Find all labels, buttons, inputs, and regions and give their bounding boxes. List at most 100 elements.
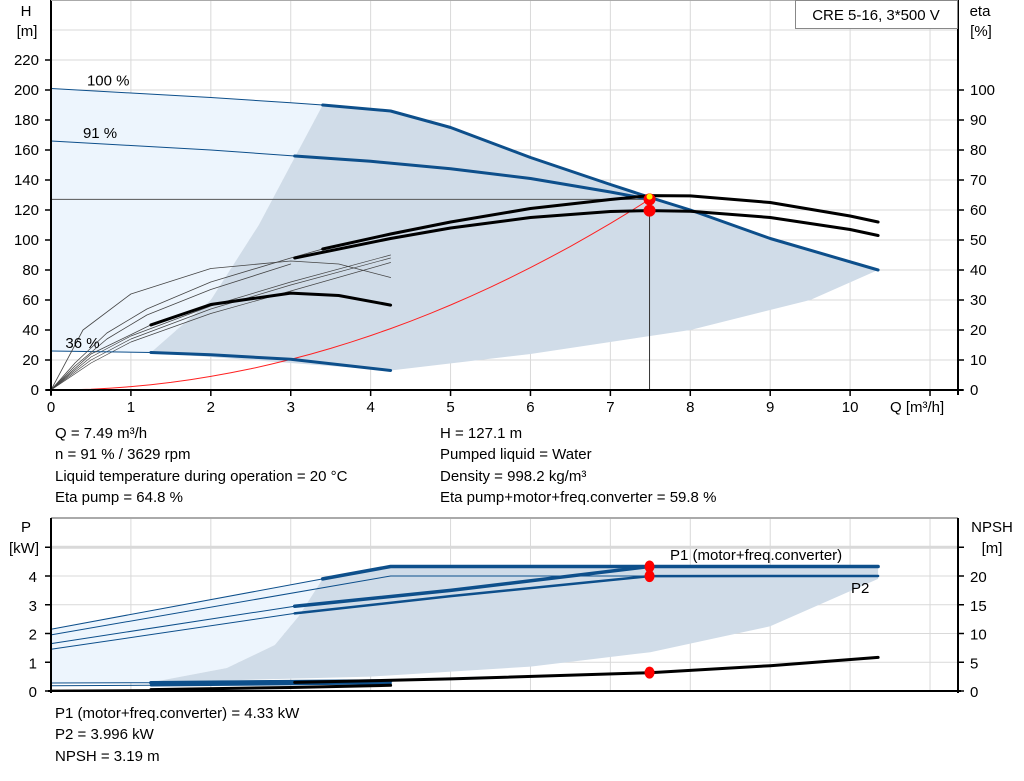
- y-tick-label-left: 4: [29, 569, 37, 586]
- y-tick-label-right: 100: [970, 82, 995, 99]
- h-curve-91: [293, 154, 651, 201]
- eta-curve-thin: [50, 257, 391, 391]
- x-axis-title: Q [m³/h]: [890, 399, 944, 416]
- y-axis-title-right: NPSH: [971, 519, 1013, 536]
- readout-density: Density = 998.2 kg/m³: [440, 467, 587, 485]
- duty-point-p2: [644, 570, 655, 583]
- readout-npsh: NPSH = 3.19 m: [55, 747, 160, 765]
- h-curve-100: [321, 103, 880, 272]
- y-tick-label-right: 15: [970, 598, 987, 615]
- y-tick-label-right: 20: [970, 322, 987, 339]
- readout-top-right: H = 127.1 m Pumped liquid = Water Densit…: [440, 423, 716, 508]
- y-axis-title-left: H: [21, 3, 32, 20]
- readout-liquid: Pumped liquid = Water: [440, 446, 592, 464]
- p2-curve-91-thin: [50, 612, 296, 650]
- readout-head: H = 127.1 m: [440, 425, 523, 442]
- p2-curve-36-thin: [50, 684, 152, 687]
- region-operating-range: [150, 566, 879, 683]
- p1-curve-91-thin: [50, 605, 296, 645]
- y-tick-label-right: 40: [970, 262, 987, 279]
- readout-flow: Q = 7.49 m³/h: [55, 425, 148, 442]
- y-tick-label-right: 10: [970, 627, 987, 644]
- readout-speed: n = 91 % / 3629 rpm: [55, 446, 191, 464]
- h-curve-36: [149, 351, 393, 372]
- y-tick-label-left: 120: [14, 202, 39, 219]
- y-tick-label-left: 140: [14, 172, 39, 189]
- p1-curve-100: [320, 564, 880, 581]
- y-tick-label-left: 0: [31, 382, 39, 399]
- eta-total-curve-36: [149, 291, 393, 327]
- y-tick-label-right: 0: [970, 382, 978, 399]
- y-axis-unit-right: [m]: [982, 540, 1003, 557]
- readout-p2: P2 = 3.996 kW: [55, 726, 154, 744]
- region-extended-range: [51, 578, 323, 683]
- y-tick-label-right: 30: [970, 292, 987, 309]
- p2-series-label: P2: [851, 580, 869, 597]
- y-tick-label-left: 80: [22, 262, 39, 279]
- readout-eta-pump: Eta pump = 64.8 %: [55, 488, 183, 506]
- p2-curve-91: [293, 574, 651, 615]
- npsh-curve: [149, 683, 393, 692]
- y-tick-label-right: 50: [970, 232, 987, 249]
- y-axis-unit-left: [kW]: [9, 540, 39, 557]
- region-extended-range: [51, 88, 323, 353]
- y-tick-label-right: 10: [970, 352, 987, 369]
- x-tick-label: 6: [526, 399, 534, 416]
- x-tick-label: 10: [842, 399, 859, 416]
- p1-curve-100-thin: [50, 578, 324, 630]
- duty-point-npsh: [644, 666, 655, 679]
- y-tick-label-left: 160: [14, 142, 39, 159]
- y-tick-label-left: 220: [14, 52, 39, 69]
- readout-bottom: P1 (motor+freq.converter) = 4.33 kW P2 =…: [55, 703, 299, 767]
- y-tick-label-left: 60: [22, 292, 39, 309]
- duty-point-p1: [644, 560, 655, 573]
- p2-curve-36: [149, 681, 392, 687]
- x-tick-label: 9: [766, 399, 774, 416]
- y-tick-label-left: 0: [29, 684, 37, 701]
- x-tick-label: 1: [127, 399, 135, 416]
- y-tick-label-right: 80: [970, 142, 987, 159]
- x-tick-label: 8: [686, 399, 694, 416]
- x-tick-label: 7: [606, 399, 614, 416]
- h-curve-36-thin: [50, 350, 152, 353]
- y-tick-label-right: 5: [970, 655, 978, 672]
- y-tick-label-left: 40: [22, 322, 39, 339]
- speed-label: 100 %: [87, 73, 130, 90]
- duty-point-eta-total: [643, 204, 656, 217]
- duty-point-eta-pump: [646, 193, 653, 200]
- y-tick-label-left: 100: [14, 232, 39, 249]
- x-tick-label: 3: [287, 399, 295, 416]
- y-tick-label-right: 0: [970, 684, 978, 701]
- eta-pump-curve-91-thin: [50, 248, 324, 391]
- y-tick-label-right: 20: [970, 569, 987, 586]
- y-axis-unit-right: [%]: [970, 23, 992, 40]
- y-tick-label-left: 200: [14, 82, 39, 99]
- x-tick-label: 0: [47, 399, 55, 416]
- eta-curve-thin: [50, 254, 391, 391]
- readout-top-left: Q = 7.49 m³/h n = 91 % / 3629 rpm Liquid…: [55, 423, 347, 508]
- y-tick-label-left: 180: [14, 112, 39, 129]
- eta-curve-thin: [50, 262, 391, 391]
- y-axis-unit-left: [m]: [17, 23, 38, 40]
- speed-label: 91 %: [83, 125, 117, 142]
- h-curve-100-thin: [50, 88, 324, 106]
- readout-eta-total: Eta pump+motor+freq.converter = 59.8 %: [440, 488, 717, 506]
- legend-box: [795, 0, 958, 29]
- readout-temperature: Liquid temperature during operation = 20…: [55, 467, 348, 485]
- x-tick-label: 5: [446, 399, 454, 416]
- y-tick-label-left: 2: [29, 627, 37, 644]
- y-tick-label-left: 20: [22, 352, 39, 369]
- y-axis-title-left: P: [21, 519, 31, 536]
- readout-p1: P1 (motor+freq.converter) = 4.33 kW: [55, 705, 300, 722]
- eta-total-curve-91-thin: [50, 263, 292, 391]
- p1-series-label: P1 (motor+freq.converter): [670, 547, 842, 564]
- legend-box-text: CRE 5-16, 3*500 V: [812, 7, 940, 24]
- h-curve-91-thin: [50, 140, 296, 157]
- eta-pump-curve-91: [321, 194, 880, 251]
- eta-total-curve-36-thin: [50, 324, 152, 391]
- region-operating-range: [150, 105, 879, 371]
- y-axis-title-right: eta: [970, 3, 992, 20]
- system-curve: [50, 198, 650, 391]
- y-tick-label-left: 3: [29, 598, 37, 615]
